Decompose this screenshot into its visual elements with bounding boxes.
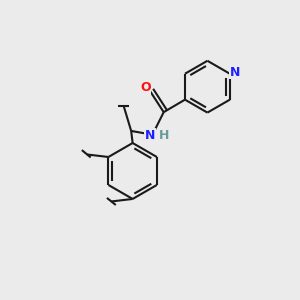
Text: N: N: [230, 66, 240, 79]
Text: O: O: [140, 81, 151, 94]
Text: N: N: [145, 129, 155, 142]
Text: H: H: [158, 129, 169, 142]
